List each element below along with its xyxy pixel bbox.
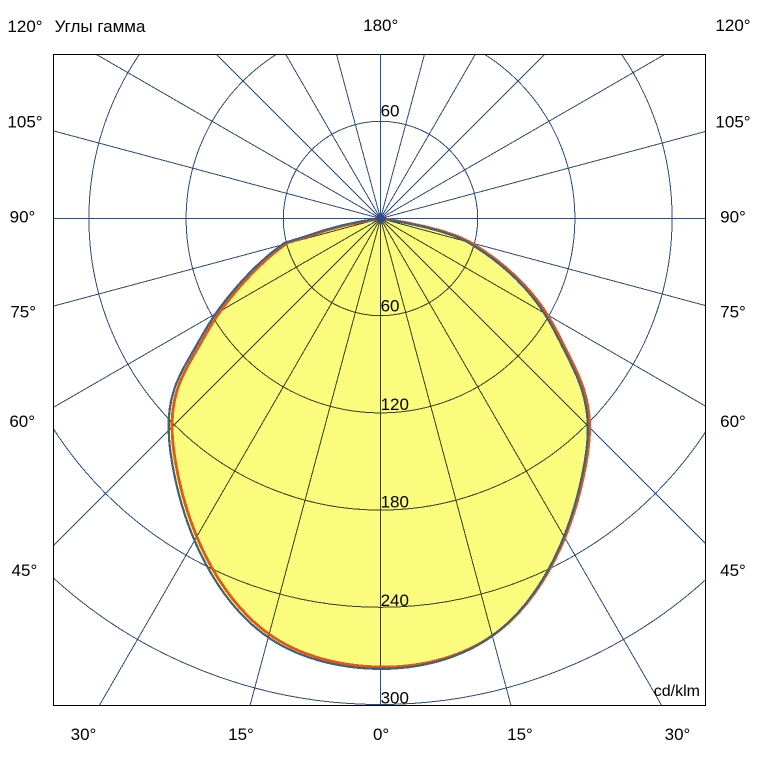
svg-text:60°: 60° [720, 412, 746, 431]
svg-text:300: 300 [381, 688, 409, 707]
svg-text:15°: 15° [228, 725, 254, 744]
svg-text:105°: 105° [7, 112, 42, 131]
svg-text:45°: 45° [12, 561, 38, 580]
svg-text:Углы гамма: Углы гамма [55, 17, 146, 36]
svg-text:90°: 90° [720, 207, 746, 226]
svg-text:30°: 30° [71, 725, 97, 744]
svg-text:75°: 75° [720, 303, 746, 322]
svg-text:45°: 45° [720, 561, 746, 580]
svg-text:30°: 30° [665, 725, 691, 744]
svg-text:cd/klm: cd/klm [654, 683, 700, 700]
svg-text:180°: 180° [363, 16, 398, 35]
svg-text:60: 60 [381, 297, 400, 316]
svg-text:75°: 75° [10, 303, 36, 322]
svg-text:60°: 60° [9, 412, 35, 431]
svg-text:0°: 0° [373, 725, 389, 744]
svg-text:240: 240 [381, 591, 409, 610]
svg-text:90°: 90° [10, 207, 36, 226]
svg-text:105°: 105° [715, 112, 750, 131]
svg-text:15°: 15° [507, 725, 533, 744]
svg-text:120°: 120° [715, 16, 750, 35]
svg-text:120: 120 [381, 395, 409, 414]
svg-text:120°: 120° [7, 17, 42, 36]
svg-text:180: 180 [381, 493, 409, 512]
svg-text:60: 60 [381, 101, 400, 120]
